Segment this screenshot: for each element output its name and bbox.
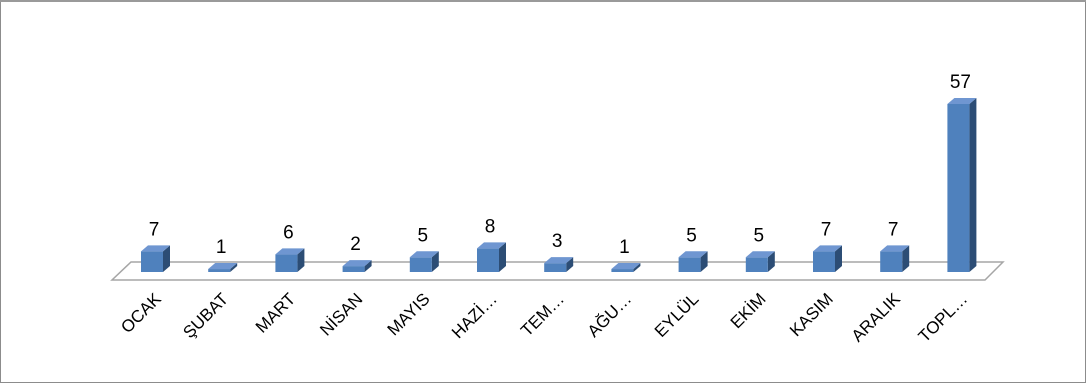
bar-side-face — [902, 245, 910, 272]
floor-plane — [110, 261, 1005, 281]
category-label: KASIM — [786, 289, 837, 340]
bar-5 — [477, 242, 506, 272]
category-label: HAZİ… — [448, 289, 501, 342]
category-label: NİSAN — [316, 289, 366, 339]
value-label: 1 — [619, 237, 630, 258]
category-label: OCAK — [117, 289, 165, 337]
value-label: 3 — [552, 231, 563, 252]
bar-top-face — [477, 242, 506, 249]
bar-front-face — [947, 104, 970, 272]
value-label: 2 — [350, 234, 361, 255]
chart-bars — [141, 98, 977, 272]
chart-floor — [110, 261, 1005, 281]
value-label: 8 — [485, 216, 496, 237]
bar-front-face — [342, 266, 365, 272]
bar-2 — [275, 248, 305, 272]
category-label: MART — [252, 289, 299, 336]
bar-10 — [813, 245, 842, 272]
value-label: 57 — [950, 72, 971, 93]
value-label: 6 — [283, 222, 294, 243]
bar-front-face — [745, 257, 768, 272]
bar-top-face — [275, 248, 305, 255]
bar-6 — [544, 257, 574, 272]
bar-side-face — [163, 245, 170, 272]
category-label: AĞU… — [584, 289, 636, 341]
bar-0 — [141, 245, 170, 272]
category-labels: OCAK ŞUBAT MART NİSAN MAYIS HAZİ… TEM… AĞU… EYLÜ… — [117, 289, 971, 346]
bar-side-face — [633, 263, 641, 272]
bar-side-face — [700, 251, 708, 272]
bar-front-face — [477, 248, 499, 272]
bar-side-face — [297, 248, 305, 272]
bar-top-face — [813, 245, 842, 252]
bar-9 — [745, 251, 775, 272]
value-label: 7 — [888, 219, 899, 240]
bar-front-face — [544, 263, 567, 272]
bar-side-face — [767, 251, 775, 272]
value-label: 1 — [216, 237, 227, 258]
value-label: 5 — [686, 225, 697, 246]
category-label: ARALIK — [848, 289, 905, 346]
bar-side-face — [969, 98, 977, 272]
bar-front-face — [275, 254, 298, 272]
bar-8 — [678, 251, 708, 272]
bar-front-face — [208, 269, 231, 272]
bar-front-face — [678, 257, 701, 272]
bar-side-face — [230, 263, 238, 272]
chart-frame-top-edge — [0, 0, 1086, 2]
bar-top-face — [342, 260, 372, 267]
bar-side-face — [835, 245, 842, 272]
bar-4 — [409, 251, 439, 272]
value-label: 5 — [418, 225, 429, 246]
bar-top-face — [544, 257, 574, 264]
bar-11 — [880, 245, 910, 272]
bar-front-face — [880, 251, 903, 272]
bar-front-face — [409, 257, 432, 272]
bar-top-face — [880, 245, 910, 252]
bar-7 — [611, 263, 641, 272]
value-label: 7 — [149, 219, 160, 240]
bar-1 — [208, 263, 238, 272]
bar-top-face — [141, 245, 170, 252]
bar-front-face — [813, 251, 835, 272]
bar-front-face — [141, 251, 163, 272]
bar-side-face — [499, 242, 506, 272]
category-label: TOPL… — [915, 289, 972, 346]
category-label: TEM… — [517, 289, 568, 340]
bar-top-face — [678, 251, 708, 258]
bar-top-face — [947, 98, 977, 104]
bar-top-face — [745, 251, 775, 258]
value-label: 7 — [821, 219, 832, 240]
bar-side-face — [566, 257, 574, 272]
bar-top-face — [208, 263, 238, 270]
bar-front-face — [611, 269, 634, 272]
bar-top-face — [409, 251, 439, 258]
category-label: MAYIS — [384, 289, 434, 339]
bar-12 — [947, 98, 977, 272]
bar-side-face — [364, 260, 372, 272]
category-label: EYLÜL — [651, 289, 703, 341]
bar-top-face — [611, 263, 641, 270]
bar-3 — [342, 260, 372, 272]
category-label: ŞUBAT — [179, 289, 232, 342]
value-label: 5 — [754, 225, 765, 246]
category-label: EKİM — [727, 289, 770, 332]
bar-side-face — [431, 251, 439, 272]
